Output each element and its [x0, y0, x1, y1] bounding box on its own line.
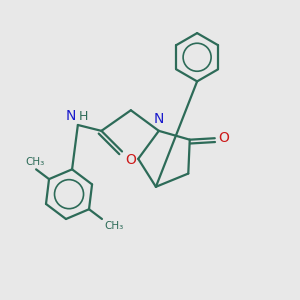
Text: O: O: [126, 153, 136, 167]
Text: N: N: [154, 112, 164, 126]
Text: H: H: [78, 110, 88, 124]
Text: O: O: [218, 131, 229, 145]
Text: CH₃: CH₃: [104, 221, 124, 231]
Text: CH₃: CH₃: [25, 157, 44, 167]
Text: N: N: [66, 110, 76, 124]
